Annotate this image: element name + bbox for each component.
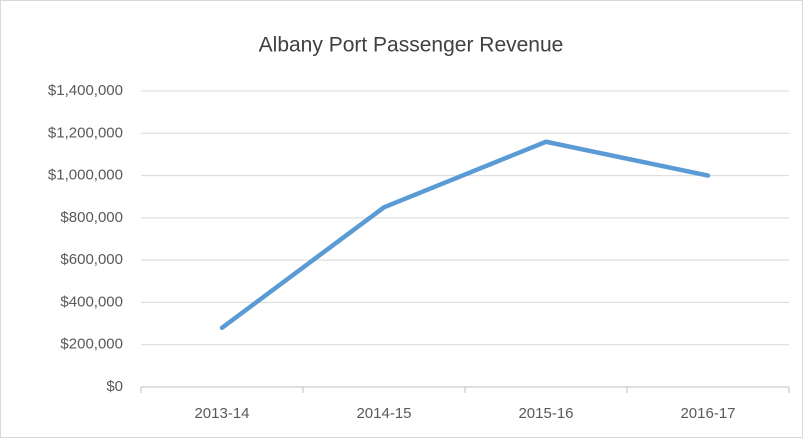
x-tick-label: 2015-16 — [518, 405, 573, 422]
y-tick-label: $600,000 — [60, 251, 123, 268]
y-tick-label: $1,000,000 — [48, 167, 123, 184]
x-tick-label: 2016-17 — [680, 405, 735, 422]
y-tick-label: $800,000 — [60, 209, 123, 226]
x-tick-label: 2014-15 — [356, 405, 411, 422]
y-tick-label: $400,000 — [60, 293, 123, 310]
y-tick-label: $0 — [106, 378, 123, 395]
y-tick-label: $1,200,000 — [48, 124, 123, 141]
x-tick-label: 2013-14 — [194, 405, 249, 422]
y-tick-label: $200,000 — [60, 336, 123, 353]
chart-title: Albany Port Passenger Revenue — [259, 34, 564, 57]
y-tick-label: $1,400,000 — [48, 82, 123, 99]
data-line — [219, 139, 711, 331]
